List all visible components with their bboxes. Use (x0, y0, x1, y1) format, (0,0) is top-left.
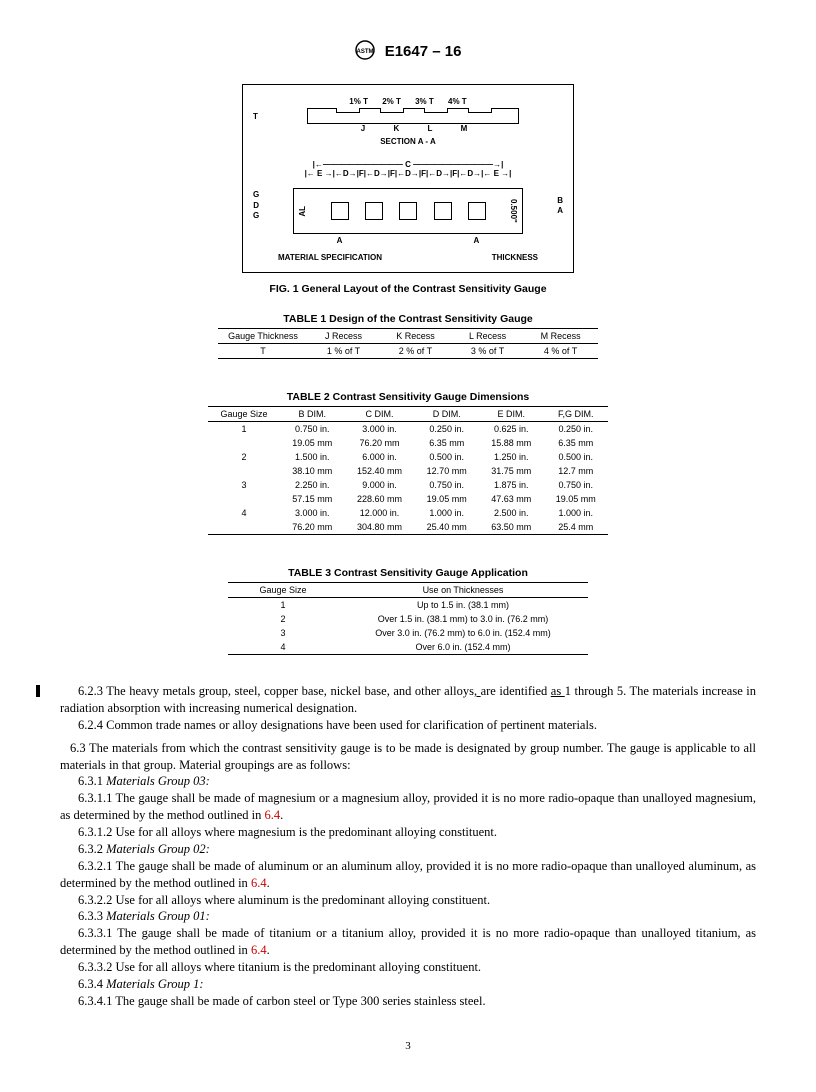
para-6.3.3.2: 6.3.3.2 Use for all alloys where titaniu… (60, 959, 756, 976)
top-percent-row: 1% T 2% T 3% T 4% T (253, 97, 563, 106)
link-6.4[interactable]: 6.4 (251, 876, 267, 890)
para-6.2.4: 6.2.4 Common trade names or alloy design… (60, 717, 756, 734)
para-6.3.4: 6.3.4 Materials Group 1: (60, 976, 756, 993)
para-6.3.3.1: 6.3.3.1 The gauge shall be made of titan… (60, 925, 756, 959)
table-row: 76.20 mm304.80 mm25.40 mm63.50 mm25.4 mm (208, 520, 608, 535)
table1-caption: TABLE 1 Design of the Contrast Sensitivi… (60, 313, 756, 325)
para-6.3.2.2: 6.3.2.2 Use for all alloys where aluminu… (60, 892, 756, 909)
c-dim-row: |←―――――――――― C ――――――――――→| (253, 160, 563, 169)
table-row: 38.10 mm152.40 mm12.70 mm31.75 mm12.7 mm (208, 464, 608, 478)
table-row: 2Over 1.5 in. (38.1 mm) to 3.0 in. (76.2… (228, 612, 588, 626)
page-number: 3 (60, 1040, 756, 1052)
table-row: 19.05 mm76.20 mm6.35 mm15.88 mm6.35 mm (208, 436, 608, 450)
designation: E1647 – 16 (385, 43, 462, 60)
para-6.3.2: 6.3.2 Materials Group 02: (60, 841, 756, 858)
page-header: ASTM E1647 – 16 (60, 40, 756, 64)
a-left: A A (253, 236, 563, 245)
table3-caption: TABLE 3 Contrast Sensitivity Gauge Appli… (60, 567, 756, 579)
para-6.3.1.2: 6.3.1.2 Use for all alloys where magnesi… (60, 824, 756, 841)
table-row: 1Up to 1.5 in. (38.1 mm) (228, 598, 588, 613)
table-row: 32.250 in.9.000 in.0.750 in.1.875 in.0.7… (208, 478, 608, 492)
para-6.3.1.1: 6.3.1.1 The gauge shall be made of magne… (60, 790, 756, 824)
section-rect (307, 108, 519, 124)
astm-logo-icon: ASTM (355, 40, 375, 64)
para-6.3.2.1: 6.3.2.1 The gauge shall be made of alumi… (60, 858, 756, 892)
table2: Gauge Size B DIM. C DIM. D DIM. E DIM. F… (208, 406, 608, 535)
b-a-right: B A (557, 196, 563, 217)
t-label: T (253, 112, 258, 121)
table-row: 43.000 in.12.000 in.1.000 in.2.500 in.1.… (208, 506, 608, 520)
para-6.2.3: 6.2.3 The heavy metals group, steel, cop… (60, 683, 756, 717)
al-label: AL (298, 206, 307, 217)
table2-caption: TABLE 2 Contrast Sensitivity Gauge Dimen… (60, 391, 756, 403)
table-row: 3Over 3.0 in. (76.2 mm) to 6.0 in. (152.… (228, 626, 588, 640)
table-row: T 1 % of T 2 % of T 3 % of T 4 % of T (218, 344, 598, 359)
section-label: SECTION A - A (253, 137, 563, 146)
body-text: 6.2.3 The heavy metals group, steel, cop… (60, 683, 756, 1010)
link-6.4[interactable]: 6.4 (251, 943, 267, 957)
para-6.3.3: 6.3.3 Materials Group 01: (60, 908, 756, 925)
table-row: 21.500 in.6.000 in.0.500 in.1.250 in.0.5… (208, 450, 608, 464)
table-row: 4Over 6.0 in. (152.4 mm) (228, 640, 588, 655)
table-row: 10.750 in.3.000 in.0.250 in.0.625 in.0.2… (208, 422, 608, 437)
bottom-block: AL 0.500" (293, 188, 523, 234)
para-6.3.4.1: 6.3.4.1 The gauge shall be made of carbo… (60, 993, 756, 1010)
para-6.3.1: 6.3.1 Materials Group 03: (60, 773, 756, 790)
bottom-labels: MATERIAL SPECIFICATION THICKNESS (278, 253, 538, 262)
jklm-row: J K L M (265, 124, 563, 133)
left-gdg: G D G (253, 190, 259, 221)
para-6.3: 6.3 The materials from which the contras… (60, 740, 756, 774)
table-row: 57.15 mm228.60 mm19.05 mm47.63 mm19.05 m… (208, 492, 608, 506)
table1: Gauge Thickness J Recess K Recess L Rece… (218, 328, 598, 359)
table3: Gauge Size Use on Thicknesses 1Up to 1.5… (228, 582, 588, 655)
figure-1-diagram: 1% T 2% T 3% T 4% T T J K L M SECTION A … (242, 84, 574, 273)
edf-dim-row: |← E →|←D→|F|←D→|F|←D→|F|←D→|F|←D→|← E →… (253, 169, 563, 178)
figure-1-caption: FIG. 1 General Layout of the Contrast Se… (60, 283, 756, 295)
link-6.4[interactable]: 6.4 (264, 808, 280, 822)
svg-text:ASTM: ASTM (356, 49, 373, 55)
thickness-dim: 0.500" (509, 199, 518, 223)
